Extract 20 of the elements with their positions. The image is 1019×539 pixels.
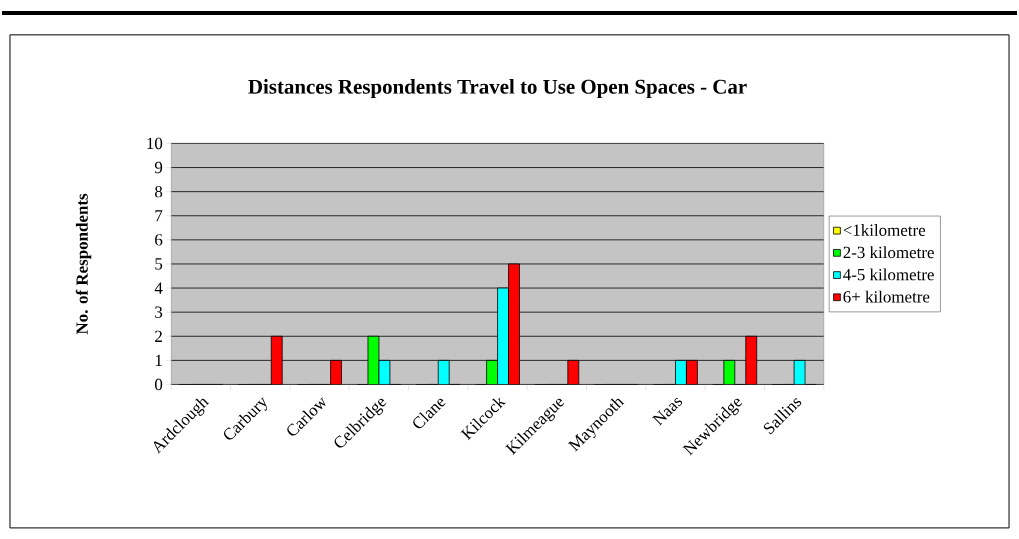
y-tick-label: 0 bbox=[155, 378, 163, 391]
y-tick-label: 2 bbox=[155, 330, 162, 342]
y-tick-label: 3 bbox=[155, 306, 163, 318]
chart-title: Distances Respondents Travel to Use Open Spaces - Car bbox=[248, 79, 747, 99]
legend-label: <1kilometre bbox=[843, 224, 926, 237]
y-tick-label: 6 bbox=[155, 234, 163, 246]
y-tick-label: 9 bbox=[154, 161, 163, 174]
y-tick-label: 1 bbox=[155, 354, 162, 367]
y-tick-label: 4 bbox=[154, 282, 163, 294]
y-axis-title: No. of Respondents bbox=[75, 193, 92, 335]
x-tick-label: Naas bbox=[651, 397, 683, 426]
bar bbox=[497, 287, 509, 385]
bar bbox=[508, 263, 520, 385]
y-tick-label: 10 bbox=[147, 137, 163, 150]
legend-label: 4-5 kilometre bbox=[843, 268, 934, 281]
legend-label: 2-3 kilometre bbox=[843, 246, 934, 259]
y-tick-label: 8 bbox=[155, 185, 163, 198]
y-tick-label: 7 bbox=[155, 210, 163, 222]
legend-label: 6+ kilometre bbox=[843, 290, 930, 303]
y-tick-label: 5 bbox=[155, 258, 163, 270]
